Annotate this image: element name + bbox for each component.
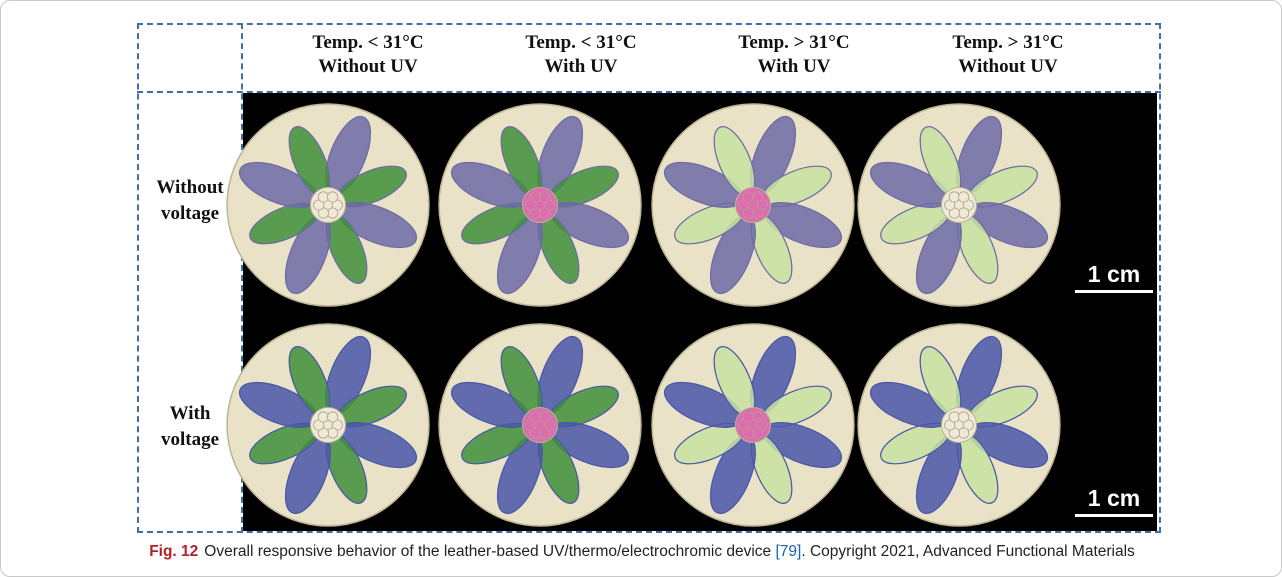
column-header-uv: With UV <box>544 56 618 77</box>
citation-link[interactable]: [79] <box>775 543 802 560</box>
sample-photo: 1 cm 1 cm <box>226 93 1157 531</box>
row-label-line: voltage <box>160 203 220 224</box>
row-label-with-voltage: With voltage <box>141 401 239 453</box>
column-header-temp: Temp. > 31°C <box>952 32 1064 53</box>
column-header-uv: Without UV <box>958 56 1058 77</box>
row-label-line: Without <box>156 177 224 198</box>
scale-bar-label: 1 cm <box>1087 261 1141 287</box>
leather-disc-sample <box>857 103 1061 307</box>
row-label-without-voltage: Without voltage <box>141 175 239 227</box>
caption-text: Overall responsive behavior of the leath… <box>204 543 776 560</box>
column-header-uv: Without UV <box>318 56 418 77</box>
scale-bar-bottom: 1 cm <box>1075 485 1153 517</box>
leather-disc-sample <box>651 323 855 527</box>
column-header-4: Temp. > 31°C Without UV <box>903 31 1113 79</box>
figure-caption: Fig. 12 Overall responsive behavior of th… <box>1 543 1282 561</box>
scale-bar-line <box>1075 514 1153 517</box>
column-header-temp: Temp. < 31°C <box>312 32 424 53</box>
leather-disc-sample <box>438 323 642 527</box>
leather-disc-sample <box>857 323 1061 527</box>
column-header-temp: Temp. > 31°C <box>738 32 850 53</box>
column-header-2: Temp. < 31°C With UV <box>476 31 686 79</box>
leather-disc-sample <box>651 103 855 307</box>
column-header-uv: With UV <box>757 56 831 77</box>
column-header-temp: Temp. < 31°C <box>525 32 637 53</box>
column-header-1: Temp. < 31°C Without UV <box>263 31 473 79</box>
leather-disc-sample <box>226 103 430 307</box>
figure-label: Fig. 12 <box>149 543 199 560</box>
figure-panel: Temp. < 31°C Without UV Temp. < 31°C Wit… <box>137 23 1161 533</box>
leather-disc-sample <box>226 323 430 527</box>
leather-disc-sample <box>438 103 642 307</box>
scale-bar-line <box>1075 290 1153 293</box>
row-label-line: With <box>169 403 211 424</box>
dashed-divider-vertical <box>241 23 243 533</box>
scale-bar-label: 1 cm <box>1087 485 1141 511</box>
column-header-3: Temp. > 31°C With UV <box>689 31 899 79</box>
scale-bar-top: 1 cm <box>1075 261 1153 293</box>
row-label-line: voltage <box>160 429 220 450</box>
caption-text-end: . Copyright 2021, Advanced Functional Ma… <box>801 543 1135 560</box>
dashed-border <box>137 23 1161 533</box>
dashed-divider-horizontal <box>137 91 1161 93</box>
